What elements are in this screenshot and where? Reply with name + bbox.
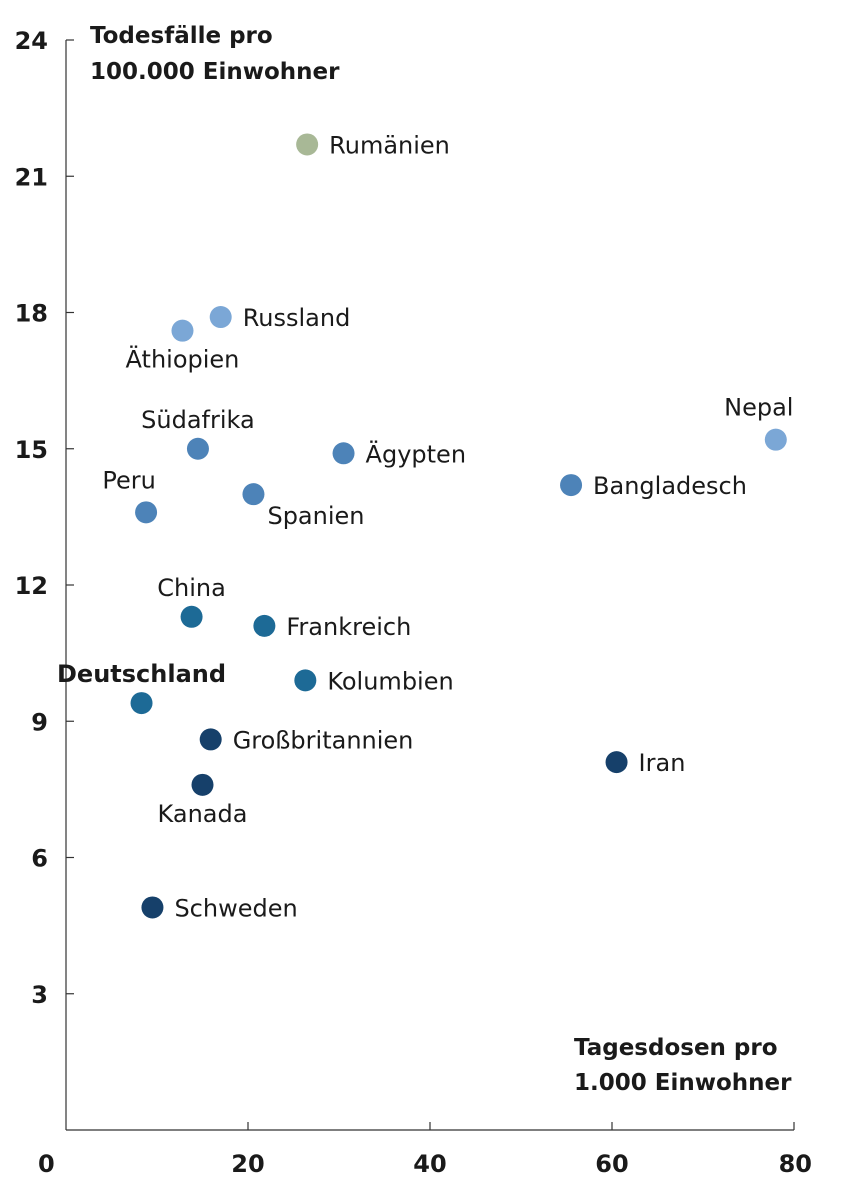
data-point bbox=[296, 133, 319, 156]
data-point bbox=[560, 474, 583, 497]
y-tick-label: 24 bbox=[15, 27, 48, 55]
point-label: Ägypten bbox=[366, 439, 466, 468]
x-axis-title-line-1: Tagesdosen pro bbox=[574, 1035, 778, 1061]
axis-titles: Todesfälle pro 100.000 Einwohner Tagesdo… bbox=[90, 23, 792, 1096]
point-label: Spanien bbox=[267, 502, 364, 530]
data-point bbox=[605, 751, 628, 774]
y-tick-label: 3 bbox=[31, 981, 48, 1009]
data-point bbox=[135, 501, 158, 524]
data-point bbox=[242, 483, 265, 506]
x-axis-title-line-2: 1.000 Einwohner bbox=[574, 1070, 792, 1096]
y-tick-label: 9 bbox=[31, 708, 48, 736]
y-axis-title-line-2: 100.000 Einwohner bbox=[90, 59, 340, 85]
point-label: Rumänien bbox=[329, 131, 450, 159]
y-tick-label: 12 bbox=[15, 572, 48, 600]
data-point bbox=[141, 896, 164, 919]
y-tick-label: 15 bbox=[15, 436, 48, 464]
data-point bbox=[199, 728, 222, 751]
point-label: Russland bbox=[243, 304, 351, 332]
point-label: Äthiopien bbox=[126, 345, 240, 374]
y-tick-label: 21 bbox=[15, 163, 48, 191]
point-label: Iran bbox=[639, 749, 686, 777]
x-tick-label: 60 bbox=[595, 1150, 628, 1178]
y-axis-title-line-1: Todesfälle pro bbox=[90, 23, 273, 49]
data-point bbox=[130, 692, 153, 715]
point-label: Deutschland bbox=[57, 660, 226, 688]
data-point bbox=[294, 669, 317, 692]
y-tick-label: 6 bbox=[31, 845, 48, 873]
point-label: Nepal bbox=[724, 394, 793, 422]
data-point bbox=[209, 306, 232, 329]
data-point bbox=[191, 773, 214, 796]
x-tick-label: 20 bbox=[231, 1150, 264, 1178]
point-label: Südafrika bbox=[141, 406, 255, 434]
data-point bbox=[332, 442, 355, 465]
y-tick-label: 18 bbox=[15, 300, 48, 328]
data-point bbox=[180, 605, 203, 628]
data-point bbox=[171, 319, 194, 342]
ticks: 3 6 9 12 15 18 21 24 0 20 40 60 80 bbox=[15, 27, 812, 1178]
point-label: China bbox=[157, 574, 226, 602]
point-label: Kolumbien bbox=[327, 667, 453, 695]
point-label: Frankreich bbox=[286, 613, 411, 641]
point-label: Peru bbox=[102, 466, 155, 494]
data-point bbox=[253, 614, 276, 637]
point-label: Kanada bbox=[158, 800, 248, 828]
data-point bbox=[764, 428, 787, 451]
point-label: Schweden bbox=[174, 894, 297, 922]
point-label: Bangladesch bbox=[593, 472, 747, 500]
data-point bbox=[186, 437, 209, 460]
x-tick-label: 0 bbox=[38, 1150, 55, 1178]
x-tick-label: 40 bbox=[413, 1150, 446, 1178]
point-label: Großbritannien bbox=[233, 726, 414, 754]
x-tick-label: 80 bbox=[779, 1150, 812, 1178]
